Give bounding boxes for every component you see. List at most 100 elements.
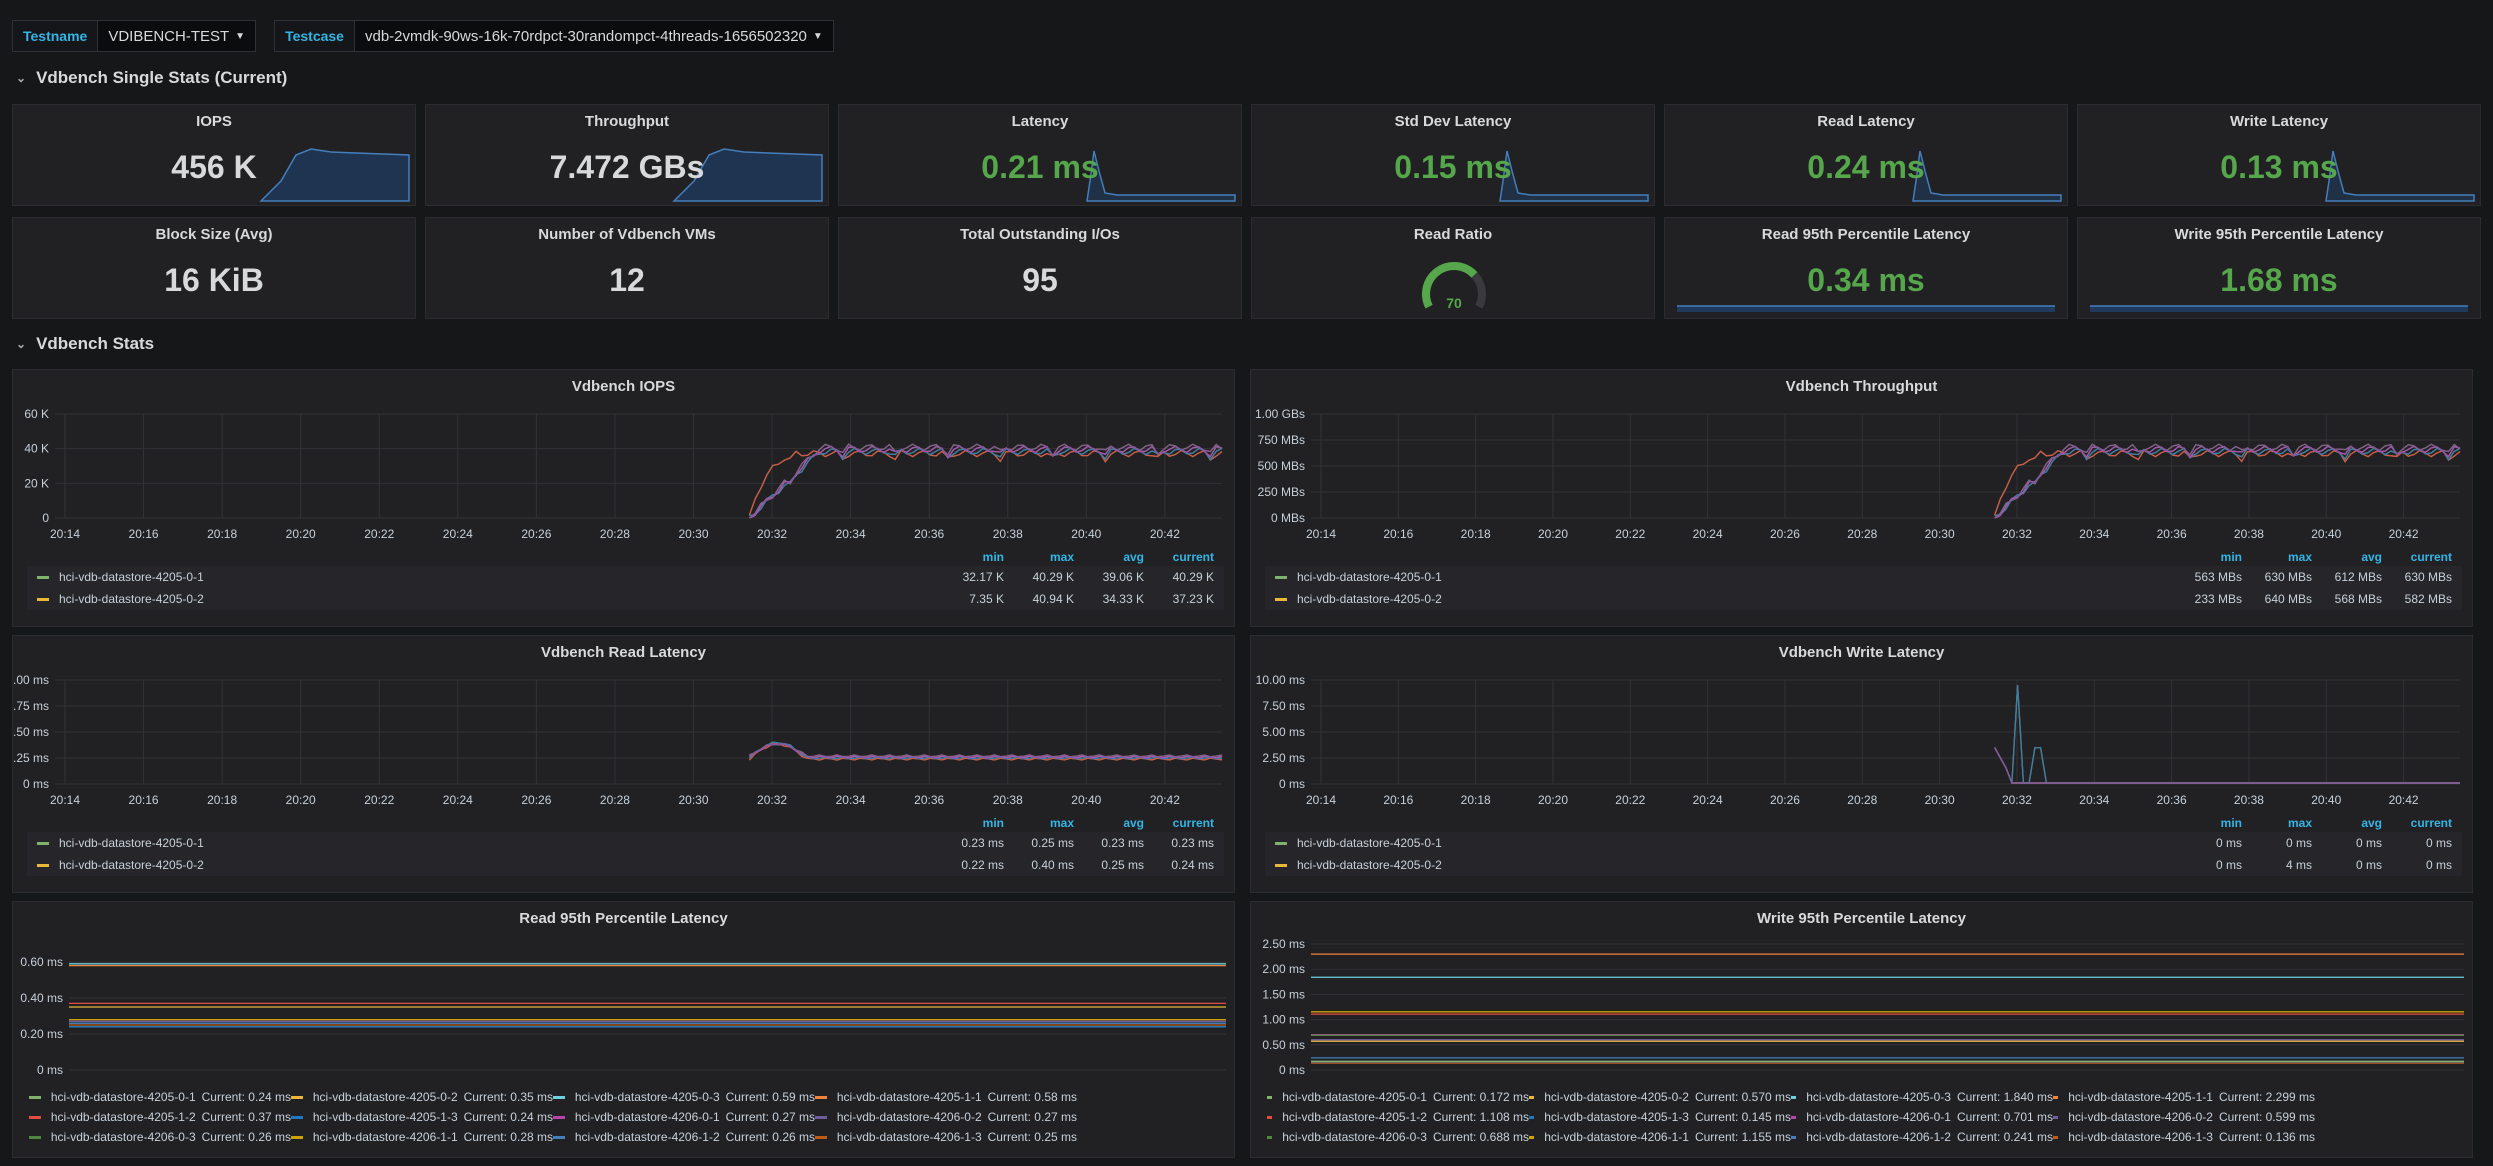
legend-header-current[interactable]: current: [1172, 550, 1214, 564]
legend-header-current[interactable]: current: [2410, 816, 2452, 830]
legend-header-min[interactable]: min: [2220, 550, 2242, 564]
graph-panel-vdbench-write-latency[interactable]: Vdbench Write Latency 10.00 ms 7.50 ms 5.00…: [1250, 635, 2473, 893]
legend-row[interactable]: hci-vdb-datastore-4205-0-2 233 MBs 640 MBs…: [1265, 588, 2462, 610]
legend-row[interactable]: hci-vdb-datastore-4205-0-2 7.35 K 40.94 K 3…: [27, 588, 1224, 610]
row-single-stats[interactable]: ⌄ Vdbench Single Stats (Current): [16, 68, 287, 88]
legend-item[interactable]: hci-vdb-datastore-4206-1-2 Current: 0.241…: [1791, 1130, 2053, 1144]
legend-item[interactable]: hci-vdb-datastore-4206-0-2 Current: 0.599…: [2053, 1110, 2315, 1124]
legend-item[interactable]: hci-vdb-datastore-4205-0-3 Current: 1.840…: [1791, 1090, 2053, 1104]
legend-header-max[interactable]: max: [2287, 816, 2312, 830]
stat-panel-write-latency[interactable]: Write Latency 0.13 ms: [2077, 104, 2481, 206]
legend-row[interactable]: hci-vdb-datastore-4205-0-2 0.22 ms 0.40 ms…: [27, 854, 1224, 876]
series-line: [749, 445, 1223, 519]
graph-panel-vdbench-read-latency[interactable]: Vdbench Read Latency 1.00 ms 0.75 ms 0.50 m…: [12, 635, 1235, 893]
legend-header-avg[interactable]: avg: [2361, 550, 2382, 564]
legend-item[interactable]: hci-vdb-datastore-4206-1-1 Current: 1.155…: [1529, 1130, 1791, 1144]
sparkline: [259, 148, 410, 202]
legend-row[interactable]: hci-vdb-datastore-4205-0-1 563 MBs 630 MBs…: [1265, 566, 2462, 588]
sparkline: [2325, 150, 2475, 202]
graph-title: Write 95th Percentile Latency: [1757, 910, 1966, 927]
testname-dropdown[interactable]: VDIBENCH-TEST ▼: [98, 20, 257, 52]
legend-swatch: [37, 576, 49, 580]
legend-item[interactable]: hci-vdb-datastore-4206-1-2 Current: 0.26 …: [553, 1130, 815, 1144]
legend-current: Current: 1.155 ms: [1694, 1130, 1791, 1144]
legend-item[interactable]: hci-vdb-datastore-4205-1-1 Current: 2.299…: [2053, 1090, 2315, 1104]
legend-min: 32.17 K: [962, 570, 1004, 584]
legend-header-min[interactable]: min: [982, 550, 1004, 564]
sparkline-area: [1912, 150, 2062, 202]
legend-series-name[interactable]: hci-vdb-datastore-4205-0-1: [1265, 566, 2182, 588]
legend-item[interactable]: hci-vdb-datastore-4205-0-1 Current: 0.172…: [1267, 1090, 1529, 1104]
graph-panel-vdbench-throughput[interactable]: Vdbench Throughput 1.00 GBs 750 MBs 500 MBs…: [1250, 369, 2473, 627]
legend-series-name[interactable]: hci-vdb-datastore-4205-0-2: [1265, 854, 2182, 876]
legend-header-min[interactable]: min: [2220, 816, 2242, 830]
legend-series-name[interactable]: hci-vdb-datastore-4205-0-1: [1265, 832, 2182, 854]
legend-row[interactable]: hci-vdb-datastore-4205-0-1 32.17 K 40.29 K…: [27, 566, 1224, 588]
x-tick-label: 20:26: [521, 793, 551, 807]
legend-current: Current: 0.35 ms: [463, 1090, 553, 1104]
legend-header-current[interactable]: current: [2410, 550, 2452, 564]
stat-panel-block-size-avg[interactable]: Block Size (Avg) 16 KiB: [12, 217, 416, 319]
legend-item[interactable]: hci-vdb-datastore-4206-1-1 Current: 0.28 …: [291, 1130, 553, 1144]
legend-header-current[interactable]: current: [1172, 816, 1214, 830]
stat-panel-total-outstanding-i-os[interactable]: Total Outstanding I/Os 95: [838, 217, 1242, 319]
stat-panel-latency[interactable]: Latency 0.21 ms: [838, 104, 1242, 206]
legend-row[interactable]: hci-vdb-datastore-4205-0-2 0 ms 4 ms 0 ms 0 …: [1265, 854, 2462, 876]
legend-header-max[interactable]: max: [1049, 816, 1074, 830]
stat-panel-read-ratio[interactable]: Read Ratio 70: [1251, 217, 1655, 319]
legend-header-min[interactable]: min: [982, 816, 1004, 830]
legend-item[interactable]: hci-vdb-datastore-4205-1-1 Current: 0.58 …: [815, 1090, 1077, 1104]
testcase-value: vdb-2vmdk-90ws-16k-70rdpct-30randompct-4…: [364, 27, 807, 45]
legend-header-avg[interactable]: avg: [1123, 550, 1144, 564]
legend-series-name[interactable]: hci-vdb-datastore-4205-0-1: [27, 566, 944, 588]
stat-panel-read-95th-percentile-latency[interactable]: Read 95th Percentile Latency 0.34 ms: [1664, 217, 2068, 319]
legend-item[interactable]: hci-vdb-datastore-4205-1-3 Current: 0.145…: [1529, 1110, 1791, 1124]
legend-item[interactable]: hci-vdb-datastore-4205-0-3 Current: 0.59 …: [553, 1090, 815, 1104]
legend-item[interactable]: hci-vdb-datastore-4205-0-2 Current: 0.35 …: [291, 1090, 553, 1104]
legend-item[interactable]: hci-vdb-datastore-4205-0-2 Current: 0.570…: [1529, 1090, 1791, 1104]
y-tick-label: 0.50 ms: [1262, 1038, 1305, 1052]
legend-item[interactable]: hci-vdb-datastore-4206-0-3 Current: 0.688…: [1267, 1130, 1529, 1144]
x-tick-label: 20:36: [914, 793, 944, 807]
row-vdbench-stats[interactable]: ⌄ Vdbench Stats: [16, 334, 154, 354]
legend-row[interactable]: hci-vdb-datastore-4205-0-1 0.23 ms 0.25 ms…: [27, 832, 1224, 854]
stat-panel-read-latency[interactable]: Read Latency 0.24 ms: [1664, 104, 2068, 206]
legend-series-name[interactable]: hci-vdb-datastore-4205-0-2: [27, 588, 944, 610]
stat-panel-number-of-vdbench-vms[interactable]: Number of Vdbench VMs 12: [425, 217, 829, 319]
graph-panel-write-95th-percentile-latency[interactable]: Write 95th Percentile Latency 2.50 ms 2.00…: [1250, 901, 2473, 1158]
legend-item[interactable]: hci-vdb-datastore-4206-0-1 Current: 0.701…: [1791, 1110, 2053, 1124]
testname-variable[interactable]: Testname VDIBENCH-TEST ▼: [12, 20, 257, 52]
legend-header-avg[interactable]: avg: [1123, 816, 1144, 830]
graph-panel-read-95th-percentile-latency[interactable]: Read 95th Percentile Latency 0.60 ms 0.40 …: [12, 901, 1235, 1158]
legend-item[interactable]: hci-vdb-datastore-4205-1-2 Current: 0.37 …: [29, 1110, 291, 1124]
legend-row[interactable]: hci-vdb-datastore-4205-0-1 0 ms 0 ms 0 ms 0 …: [1265, 832, 2462, 854]
legend-item[interactable]: hci-vdb-datastore-4206-0-1 Current: 0.27 …: [553, 1110, 815, 1124]
testcase-dropdown[interactable]: vdb-2vmdk-90ws-16k-70rdpct-30randompct-4…: [354, 20, 834, 52]
legend-item[interactable]: hci-vdb-datastore-4205-0-1 Current: 0.24 …: [29, 1090, 291, 1104]
testcase-variable[interactable]: Testcase vdb-2vmdk-90ws-16k-70rdpct-30ra…: [274, 20, 834, 52]
legend-series-label: hci-vdb-datastore-4206-1-2: [574, 1130, 720, 1144]
stat-panel-iops[interactable]: IOPS 456 K: [12, 104, 416, 206]
stat-panel-write-95th-percentile-latency[interactable]: Write 95th Percentile Latency 1.68 ms: [2077, 217, 2481, 319]
legend-item[interactable]: hci-vdb-datastore-4206-1-3 Current: 0.136…: [2053, 1130, 2315, 1144]
legend-item[interactable]: hci-vdb-datastore-4206-1-3 Current: 0.25 …: [815, 1130, 1077, 1144]
legend-item[interactable]: hci-vdb-datastore-4205-1-3 Current: 0.24 …: [291, 1110, 553, 1124]
legend-series-label: hci-vdb-datastore-4206-1-3: [836, 1130, 982, 1144]
graph-panel-vdbench-iops[interactable]: Vdbench IOPS 60 K 40 K 20 K 0 20:14 20:16 20:18…: [12, 369, 1235, 627]
stat-panel-std-dev-latency[interactable]: Std Dev Latency 0.15 ms: [1251, 104, 1655, 206]
sparkline-area: [1086, 150, 1236, 202]
legend-item[interactable]: hci-vdb-datastore-4206-0-2 Current: 0.27 …: [815, 1110, 1077, 1124]
stat-panel-throughput[interactable]: Throughput 7.472 GBs: [425, 104, 829, 206]
legend-header-max[interactable]: max: [2287, 550, 2312, 564]
legend-item[interactable]: hci-vdb-datastore-4206-0-3 Current: 0.26 …: [29, 1130, 291, 1144]
stat-value: 0.24 ms: [1807, 149, 1925, 185]
legend-series-name[interactable]: hci-vdb-datastore-4205-0-2: [27, 854, 944, 876]
legend-header-avg[interactable]: avg: [2361, 816, 2382, 830]
legend-series-name[interactable]: hci-vdb-datastore-4205-0-1: [27, 832, 944, 854]
legend-header-max[interactable]: max: [1049, 550, 1074, 564]
series-line: [1994, 449, 2461, 516]
legend-series-name[interactable]: hci-vdb-datastore-4205-0-2: [1265, 588, 2182, 610]
legend-item[interactable]: hci-vdb-datastore-4205-1-2 Current: 1.108…: [1267, 1110, 1529, 1124]
legend-swatch: [815, 1115, 827, 1119]
x-tick-label: 20:24: [1693, 527, 1723, 541]
